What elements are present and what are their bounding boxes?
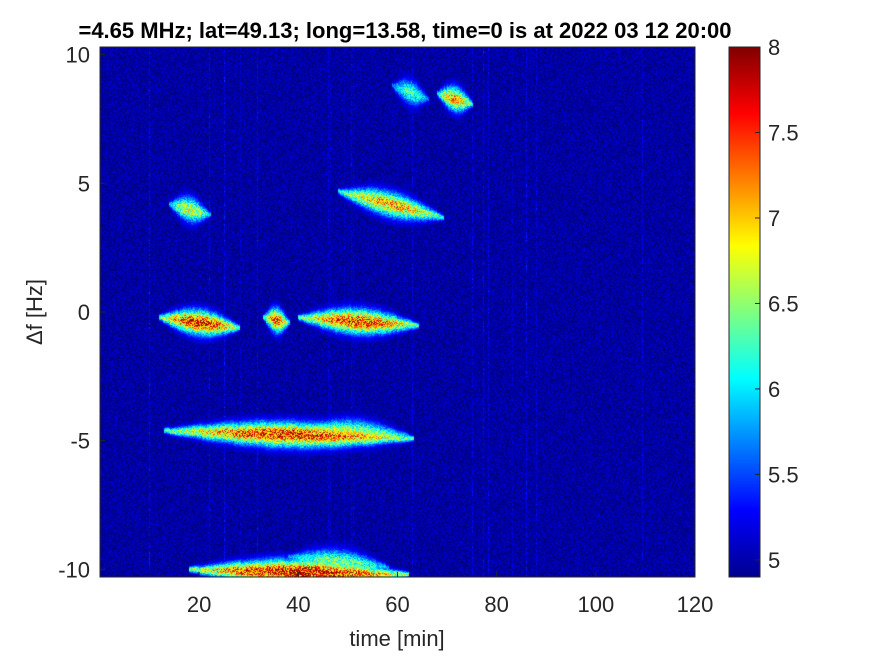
plot-border: [99, 46, 696, 578]
y-axis-ticks: 10 5 0 -5 -10: [58, 43, 105, 582]
colorbar-ticks: 8 7.5 7 6.5 6 5.5 5: [755, 35, 799, 573]
chart-title: =4.65 MHz; lat=49.13; long=13.58, time=0…: [78, 18, 731, 43]
x-axis-label: time [min]: [349, 626, 444, 651]
colorbar-gradient: [728, 46, 761, 578]
plot-area: [100, 47, 695, 577]
heatmap-canvas: [100, 47, 695, 577]
x-tick-label: 40: [286, 592, 310, 617]
colorbar-tick-label: 7.5: [768, 120, 799, 145]
colorbar-tick-label: 5: [768, 548, 780, 573]
y-axis-label: Δf [Hz]: [22, 279, 47, 345]
colorbar-tick-label: 8: [768, 35, 780, 60]
x-tick-label: 120: [677, 592, 714, 617]
x-tick-label: 60: [385, 592, 409, 617]
x-tick-label: 20: [187, 592, 211, 617]
colorbar-tick-label: 7: [768, 206, 780, 231]
y-tick-label: 5: [78, 171, 90, 196]
x-tick-label: 100: [577, 592, 614, 617]
y-tick-label: -5: [70, 429, 90, 454]
colorbar: 8 7.5 7 6.5 6 5.5 5: [728, 35, 799, 578]
colorbar-tick-label: 6.5: [768, 291, 799, 316]
colorbar-tick-label: 6: [768, 377, 780, 402]
x-axis-ticks: 20 40 60 80 100 120: [187, 572, 713, 617]
y-tick-label: 10: [66, 43, 90, 68]
y-tick-label: 0: [78, 300, 90, 325]
x-tick-label: 80: [484, 592, 508, 617]
y-tick-label: -10: [58, 557, 90, 582]
colorbar-tick-label: 5.5: [768, 462, 799, 487]
